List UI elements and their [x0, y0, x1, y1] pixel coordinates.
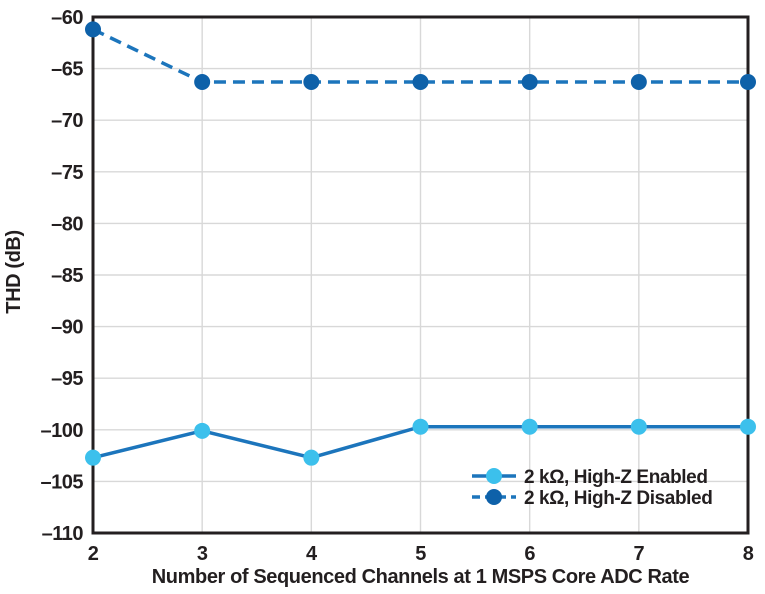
y-tick-label: –100: [41, 420, 84, 442]
data-point-marker: [303, 74, 320, 91]
x-axis-title: Number of Sequenced Channels at 1 MSPS C…: [152, 566, 690, 588]
y-tick-label: –90: [51, 317, 83, 339]
data-point-marker: [630, 418, 647, 435]
x-tick-label: 2: [88, 543, 99, 565]
x-tick-label: 7: [634, 543, 645, 565]
data-point-marker: [521, 418, 538, 435]
legend-label: 2 kΩ, High-Z Disabled: [524, 488, 712, 509]
data-point-marker: [630, 74, 647, 91]
y-tick-label: –95: [51, 368, 83, 390]
y-tick-label: –80: [51, 213, 83, 235]
x-tick-label: 6: [524, 543, 535, 565]
legend-marker: [486, 468, 502, 484]
data-point-marker: [412, 74, 429, 91]
data-point-marker: [740, 418, 756, 435]
legend-marker: [486, 489, 502, 505]
y-tick-label: –105: [41, 471, 84, 493]
x-tick-label: 4: [306, 543, 318, 565]
y-tick-label: –75: [51, 162, 83, 184]
y-tick-label: –60: [51, 7, 83, 29]
y-tick-label: –110: [42, 523, 84, 545]
data-point-marker: [521, 74, 538, 91]
data-point-marker: [303, 449, 320, 466]
data-point-marker: [194, 422, 211, 439]
legend-label: 2 kΩ, High-Z Enabled: [524, 467, 708, 488]
x-tick-label: 8: [743, 543, 754, 565]
data-point-marker: [740, 74, 756, 91]
plot-frame: [91, 15, 750, 535]
data-point-marker: [194, 74, 211, 91]
data-point-marker: [412, 418, 429, 435]
y-tick-label: –70: [51, 110, 83, 132]
y-tick-label: –65: [51, 59, 83, 81]
data-point-marker: [85, 21, 101, 38]
x-tick-label: 3: [197, 543, 208, 565]
x-tick-label: 5: [415, 543, 426, 565]
y-axis-title: THD (dB): [3, 230, 25, 313]
y-tick-label: –85: [51, 265, 83, 287]
data-point-marker: [85, 449, 101, 466]
